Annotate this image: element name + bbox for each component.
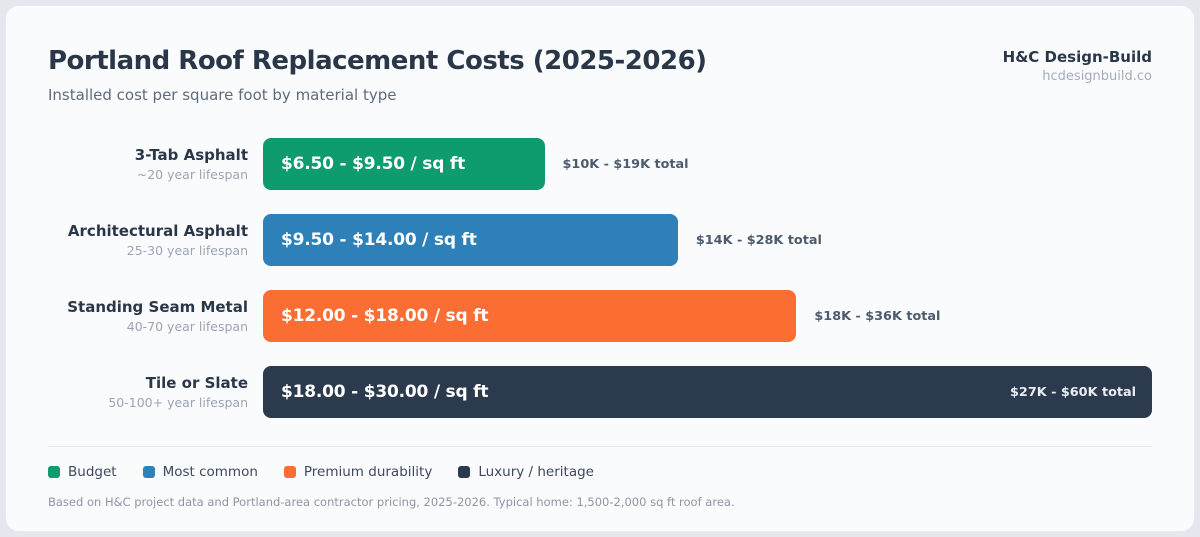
chart-row: 3-Tab Asphalt ~20 year lifespan $6.50 - … [48, 138, 1152, 191]
total-cost-label: $14K - $28K total [695, 232, 822, 248]
material-name: Standing Seam Metal [67, 297, 248, 316]
row-label: Architectural Asphalt 25-30 year lifespa… [48, 222, 248, 259]
row-label: 3-Tab Asphalt ~20 year lifespan [48, 146, 248, 183]
cost-bar: $18.00 - $30.00 / sq ft $27K - $60K tota… [263, 366, 1152, 419]
bar-cost-label: $18.00 - $30.00 / sq ft [281, 382, 489, 403]
divider [48, 446, 1152, 448]
header: Portland Roof Replacement Costs (2025-20… [48, 6, 1152, 104]
material-name: Architectural Asphalt [67, 221, 248, 240]
brand-block: H&C Design-Build hcdesignbuild.co [1003, 48, 1152, 84]
total-cost-label: $27K - $60K total [1010, 384, 1136, 400]
chart-row: Architectural Asphalt 25-30 year lifespa… [48, 214, 1152, 267]
material-lifespan: 50-100+ year lifespan [108, 395, 248, 411]
material-lifespan: 25-30 year lifespan [126, 243, 248, 259]
infographic-card: Portland Roof Replacement Costs (2025-20… [5, 5, 1195, 532]
legend-label: Most common [162, 464, 258, 481]
material-lifespan: 40-70 year lifespan [126, 319, 248, 335]
legend-item: Budget [48, 464, 117, 480]
bar-chart: 3-Tab Asphalt ~20 year lifespan $6.50 - … [48, 138, 1152, 419]
legend-swatch-icon [283, 466, 296, 479]
legend-item: Most common [142, 464, 258, 481]
chart-row: Tile or Slate 50-100+ year lifespan $18.… [48, 366, 1152, 419]
bar-track: $6.50 - $9.50 / sq ft $10K - $19K total [263, 138, 1152, 191]
legend-swatch-icon [458, 466, 471, 479]
bar-track: $18.00 - $30.00 / sq ft $27K - $60K tota… [263, 366, 1152, 419]
material-name: 3-Tab Asphalt [134, 145, 248, 164]
bar-cost-label: $12.00 - $18.00 / sq ft [281, 306, 489, 327]
cost-bar: $6.50 - $9.50 / sq ft [263, 138, 545, 191]
legend-swatch-icon [48, 466, 60, 479]
material-name: Tile or Slate [145, 373, 248, 392]
legend-item: Premium durability [283, 464, 433, 481]
footer-note: Based on H&C project data and Portland-a… [48, 495, 735, 510]
legend-label: Luxury / heritage [478, 464, 594, 481]
page-subtitle: Installed cost per square foot by materi… [48, 86, 397, 105]
chart-row: Standing Seam Metal 40-70 year lifespan … [48, 290, 1152, 343]
brand-url: hcdesignbuild.co [1042, 69, 1152, 84]
legend-swatch-icon [142, 466, 155, 479]
bar-cost-label: $6.50 - $9.50 / sq ft [281, 154, 466, 175]
page-title: Portland Roof Replacement Costs (2025-20… [48, 46, 707, 76]
total-cost-label: $10K - $19K total [562, 156, 689, 172]
legend: Budget Most common Premium durability Lu… [48, 464, 1152, 480]
row-label: Standing Seam Metal 40-70 year lifespan [48, 298, 248, 335]
bar-cost-label: $9.50 - $14.00 / sq ft [281, 230, 477, 251]
row-label: Tile or Slate 50-100+ year lifespan [48, 374, 248, 411]
bar-track: $12.00 - $18.00 / sq ft $18K - $36K tota… [263, 290, 1152, 343]
cost-bar: $9.50 - $14.00 / sq ft [263, 214, 678, 267]
legend-label: Budget [68, 464, 117, 481]
legend-item: Luxury / heritage [458, 464, 594, 480]
bar-track: $9.50 - $14.00 / sq ft $14K - $28K total [263, 214, 1152, 267]
material-lifespan: ~20 year lifespan [136, 167, 248, 183]
total-cost-label: $18K - $36K total [814, 308, 941, 324]
cost-bar: $12.00 - $18.00 / sq ft [263, 290, 797, 343]
legend-label: Premium durability [303, 464, 433, 481]
brand-name: H&C Design-Build [1002, 48, 1152, 66]
